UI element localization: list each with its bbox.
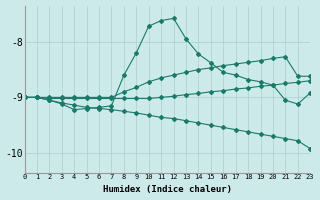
X-axis label: Humidex (Indice chaleur): Humidex (Indice chaleur) [103,185,232,194]
